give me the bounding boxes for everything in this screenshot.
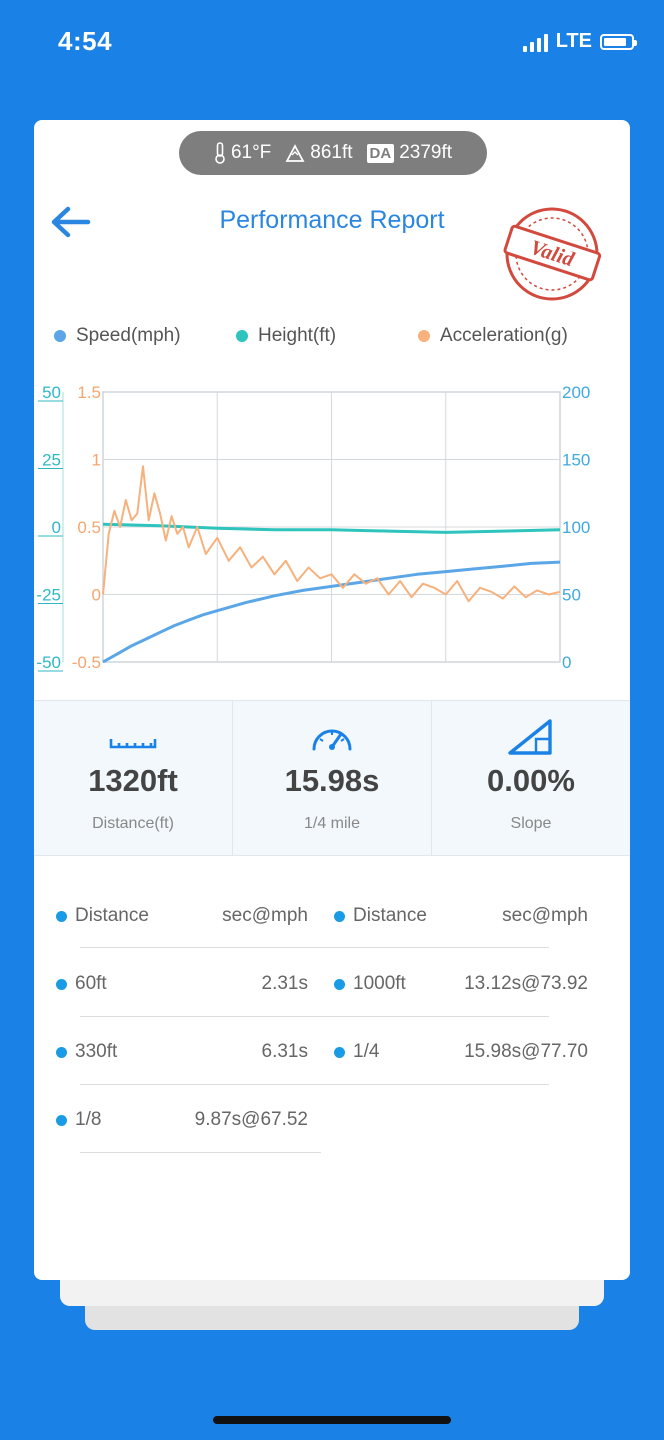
header-distance-right: Distance xyxy=(353,905,427,926)
split-time: 6.31s xyxy=(261,1041,308,1062)
row-divider xyxy=(80,1084,549,1085)
signal-icon xyxy=(522,32,548,52)
legend-speed-label: Speed(mph) xyxy=(76,325,181,346)
thermometer-icon xyxy=(215,142,225,164)
stat-quarter-mile: 15.98s 1/4 mile xyxy=(232,701,431,855)
height-tick-label: 25 xyxy=(42,451,61,470)
row-divider xyxy=(80,1016,549,1017)
split-distance: 1000ft xyxy=(353,973,406,994)
legend-acceleration: Acceleration(g) xyxy=(418,325,568,347)
legend-height: Height(ft) xyxy=(236,325,336,347)
split-time: 15.98s@77.70 xyxy=(464,1041,588,1062)
back-arrow-icon xyxy=(51,206,91,238)
status-indicators: LTE xyxy=(522,30,637,53)
ruler-icon xyxy=(109,739,157,749)
stat-quarter-mile-label: 1/4 mile xyxy=(303,815,361,832)
mountain-icon xyxy=(285,144,305,162)
split-time: 2.31s xyxy=(261,973,308,994)
header-time-left: sec@mph xyxy=(222,905,308,926)
row-divider xyxy=(80,947,549,948)
density-altitude-value: 2379ft xyxy=(399,142,453,163)
stat-distance-value: 1320ft xyxy=(88,763,178,798)
speed-tick-label: 100 xyxy=(562,518,590,537)
bullet-icon xyxy=(334,910,345,922)
legend-acceleration-swatch xyxy=(418,330,430,342)
bullet-icon xyxy=(56,1114,67,1126)
speedometer-icon xyxy=(312,729,352,751)
bullet-icon xyxy=(334,978,345,990)
speed-tick-label: 150 xyxy=(562,451,590,470)
height-tick-label: -50 xyxy=(36,653,61,672)
stat-distance: 1320ft Distance(ft) xyxy=(34,701,232,855)
chart-legend: Speed(mph) Height(ft) Acceleration(g) xyxy=(34,325,630,355)
stat-slope-value: 0.00% xyxy=(487,763,575,798)
stat-quarter-mile-value: 15.98s xyxy=(284,763,380,798)
status-time: 4:54 xyxy=(58,26,113,56)
page-title: Performance Report xyxy=(219,206,445,234)
battery-icon xyxy=(600,33,637,50)
temperature-value: 61°F xyxy=(230,142,272,163)
legend-speed-swatch xyxy=(54,330,66,342)
stat-slope-label: Slope xyxy=(510,815,552,832)
temperature-item: 61°F xyxy=(214,142,271,164)
row-divider xyxy=(80,1152,321,1153)
valid-stamp: Valid xyxy=(498,204,606,304)
table-row: 60ft 2.31s xyxy=(56,968,308,1000)
height-tick-label: -25 xyxy=(36,586,61,605)
accel-tick-label: -0.5 xyxy=(72,653,101,672)
bullet-icon xyxy=(56,910,67,922)
legend-height-swatch xyxy=(236,330,248,342)
network-label: LTE xyxy=(555,30,592,52)
legend-acceleration-label: Acceleration(g) xyxy=(440,325,568,346)
split-time: 13.12s@73.92 xyxy=(464,973,588,994)
header-time-right: sec@mph xyxy=(502,905,588,926)
table-row: 1/4 15.98s@77.70 xyxy=(334,1036,588,1068)
split-time: 9.87s@67.52 xyxy=(194,1109,308,1130)
altitude-item: 861ft xyxy=(285,142,353,164)
split-distance: 330ft xyxy=(75,1041,118,1062)
stat-slope: 0.00% Slope xyxy=(431,701,630,855)
height-tick-label: 50 xyxy=(42,383,61,402)
series-line-speed xyxy=(102,560,561,664)
table-row: 330ft 6.31s xyxy=(56,1036,308,1068)
speed-tick-label: 200 xyxy=(562,383,590,402)
accel-tick-label: 0 xyxy=(92,586,101,605)
speed-tick-label: 50 xyxy=(562,586,581,605)
performance-chart: 50 25 0 -25 -50 1.5 1 0.5 0 -0.5 200 150 100 50 0 xyxy=(36,383,590,672)
slope-icon xyxy=(508,719,552,755)
back-button[interactable] xyxy=(48,202,98,242)
bullet-icon xyxy=(334,1046,345,1058)
altitude-value: 861ft xyxy=(310,142,353,163)
conditions-pill: 61°F 861ft DA 2379ft xyxy=(179,131,487,175)
table-header-right: Distance sec@mph xyxy=(334,900,588,932)
stat-distance-label: Distance(ft) xyxy=(92,815,174,832)
density-altitude-item: DA 2379ft xyxy=(366,142,453,164)
accel-tick-label: 1.5 xyxy=(77,383,101,402)
split-distance: 1/4 xyxy=(353,1041,380,1062)
speed-tick-label: 0 xyxy=(562,653,571,672)
height-tick-label: 0 xyxy=(52,518,61,537)
home-indicator[interactable] xyxy=(213,1416,451,1424)
da-badge: DA xyxy=(366,143,395,163)
series-line-height xyxy=(102,522,561,534)
table-header-left: Distance sec@mph xyxy=(56,900,308,932)
series-line-accel xyxy=(102,465,561,603)
legend-speed: Speed(mph) xyxy=(54,325,181,347)
accel-tick-label: 0.5 xyxy=(77,518,101,537)
report-card: 61°F 861ft DA 2379ft Performance Report … xyxy=(34,120,630,1280)
status-bar: 4:54 LTE xyxy=(0,0,664,90)
split-distance: 1/8 xyxy=(75,1109,102,1130)
legend-height-label: Height(ft) xyxy=(258,325,337,346)
summary-stats: 1320ft Distance(ft) 15.98s 1/4 mile 0.00… xyxy=(34,700,630,856)
table-row: 1000ft 13.12s@73.92 xyxy=(334,968,588,1000)
bullet-icon xyxy=(56,1046,67,1058)
split-distance: 60ft xyxy=(75,973,107,994)
header-distance-left: Distance xyxy=(75,905,149,926)
table-row: 1/8 9.87s@67.52 xyxy=(56,1104,308,1136)
stamp-icon: Valid xyxy=(503,207,602,301)
bullet-icon xyxy=(56,978,67,990)
accel-tick-label: 1 xyxy=(92,451,101,470)
